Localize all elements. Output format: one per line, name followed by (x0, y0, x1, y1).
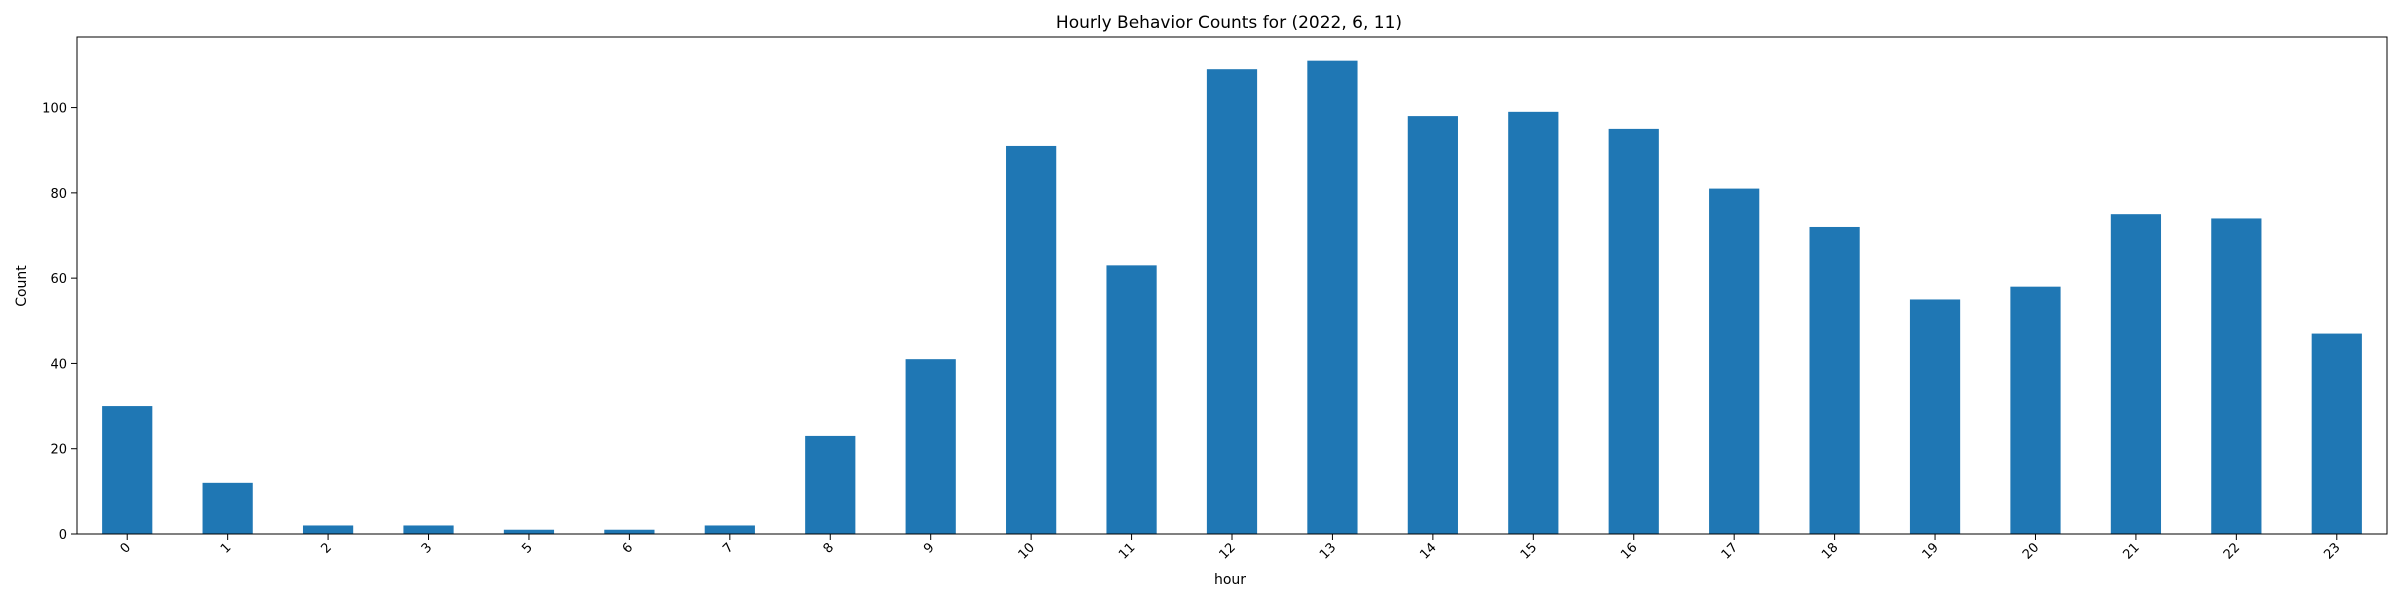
x-tick-label: 20 (2020, 540, 2042, 562)
chart-title: Hourly Behavior Counts for (2022, 6, 11) (1056, 13, 1402, 33)
bar-hour-3 (403, 525, 454, 534)
y-tick-label: 40 (50, 357, 67, 372)
y-axis-label: Count (14, 265, 30, 307)
bar-hour-23 (2311, 333, 2362, 534)
x-tick-label: 2 (318, 540, 334, 556)
y-axis: 0 20 40 60 80 100 (42, 102, 77, 543)
x-tick-label: 3 (419, 540, 435, 556)
bar-hour-21 (2110, 214, 2162, 534)
plot-frame (76, 36, 2388, 535)
bar-hour-13 (1307, 60, 1358, 535)
x-tick-label: 8 (821, 540, 837, 556)
bar-hour-2 (302, 525, 354, 534)
y-tick-label: 20 (50, 443, 67, 458)
x-tick-label: 9 (921, 540, 937, 556)
y-tick-label: 60 (50, 272, 67, 287)
bar-hour-18 (1809, 226, 1860, 535)
x-tick-label: 23 (2321, 540, 2343, 562)
bar-hour-7 (704, 525, 755, 534)
x-tick-label: 15 (1518, 540, 1540, 562)
bar-hour-8 (805, 435, 856, 534)
bar-hour-12 (1206, 69, 1258, 535)
x-tick-label: 19 (1920, 540, 1942, 562)
bar-hour-5 (503, 529, 555, 534)
bar-hour-19 (1909, 299, 1961, 534)
x-tick-label: 22 (2221, 540, 2243, 562)
bar-hour-14 (1407, 116, 1458, 534)
x-tick-label: 18 (1819, 540, 1841, 562)
y-tick-label: 100 (42, 102, 67, 117)
x-tick-label: 10 (1016, 540, 1038, 562)
bar-hour-10 (1006, 145, 1057, 534)
x-tick-label: 14 (1417, 540, 1439, 562)
bar-hour-0 (102, 406, 153, 534)
x-tick-label: 11 (1116, 540, 1138, 562)
x-axis-label: hour (1214, 572, 1246, 588)
bar-hour-6 (604, 529, 655, 534)
x-axis: 0 1 2 3 5 6 7 8 9 10 11 12 13 14 15 16 17 18 19 20 21 22 23 (118, 534, 2344, 563)
x-tick-label: 17 (1719, 540, 1741, 562)
x-tick-label: 16 (1618, 540, 1640, 562)
x-tick-label: 1 (218, 540, 234, 556)
bar-hour-17 (1709, 188, 1760, 534)
x-tick-label: 5 (519, 540, 535, 556)
x-tick-label: 12 (1217, 540, 1239, 562)
x-tick-label: 6 (620, 540, 636, 556)
y-tick-label: 0 (59, 528, 67, 543)
y-tick-label: 80 (50, 187, 67, 202)
bar-hour-20 (2010, 286, 2061, 534)
bar-hour-22 (2211, 218, 2262, 534)
x-tick-label: 0 (118, 540, 134, 556)
x-tick-label: 21 (2120, 540, 2142, 562)
bar-hour-1 (202, 482, 253, 534)
bar-hour-15 (1508, 111, 1559, 535)
bar-hour-9 (905, 359, 956, 534)
x-tick-label: 7 (720, 540, 736, 556)
bar-hour-11 (1106, 265, 1157, 534)
x-tick-label: 13 (1317, 540, 1339, 562)
bars-layer (102, 60, 2362, 535)
bar-hour-16 (1608, 128, 1659, 534)
